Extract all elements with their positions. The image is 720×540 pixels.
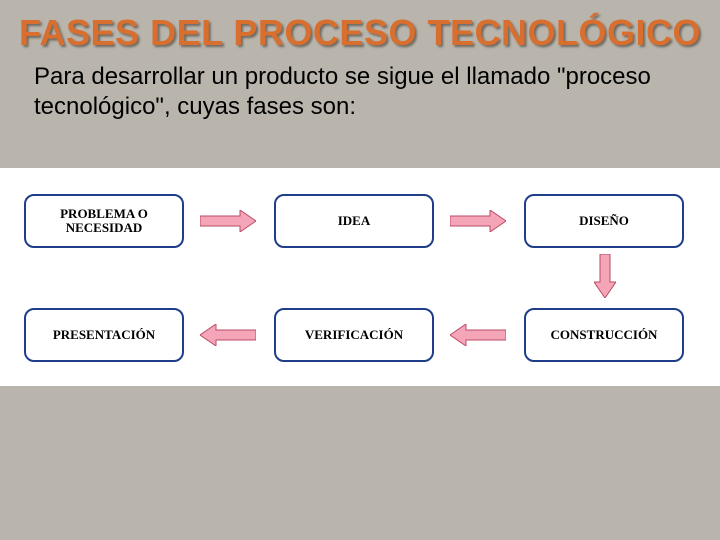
flow-arrow-n3-n4 bbox=[594, 254, 616, 298]
page-title: FASES DEL PROCESO TECNOLÓGICO bbox=[0, 0, 720, 52]
flow-node-n2: IDEA bbox=[274, 194, 434, 248]
flow-arrow-n1-n2 bbox=[200, 210, 256, 232]
flow-node-n6: PRESENTACIÓN bbox=[24, 308, 184, 362]
flow-node-n3: DISEÑO bbox=[524, 194, 684, 248]
flow-arrow-n2-n3 bbox=[450, 210, 506, 232]
subtitle: Para desarrollar un producto se sigue el… bbox=[0, 52, 720, 122]
flow-node-n1: PROBLEMA O NECESIDAD bbox=[24, 194, 184, 248]
flow-node-n4: CONSTRUCCIÓN bbox=[524, 308, 684, 362]
flow-arrow-n4-n5 bbox=[450, 324, 506, 346]
diagram-container: PROBLEMA O NECESIDAD IDEA DISEÑO CONSTRUCCI… bbox=[0, 168, 720, 386]
slide: FASES DEL PROCESO TECNOLÓGICO Para desar… bbox=[0, 0, 720, 540]
flowchart: PROBLEMA O NECESIDAD IDEA DISEÑO CONSTRUCCI… bbox=[0, 168, 720, 386]
flow-node-n5: VERIFICACIÓN bbox=[274, 308, 434, 362]
flow-arrow-n5-n6 bbox=[200, 324, 256, 346]
